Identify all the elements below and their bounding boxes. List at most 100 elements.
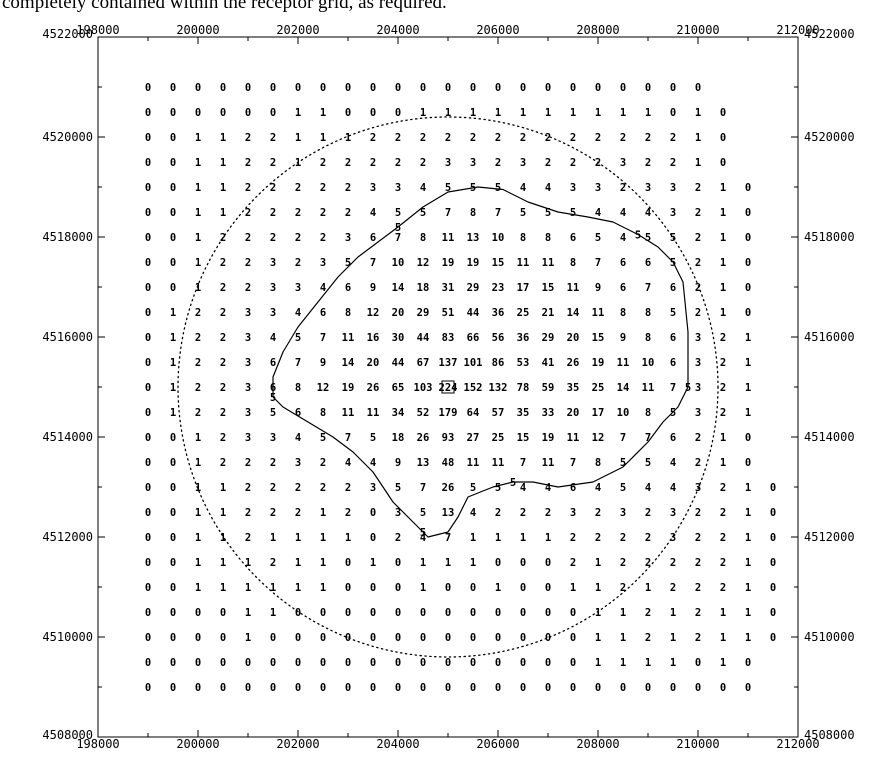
grid-value: 1 [445,557,451,569]
grid-value: 6 [670,357,676,369]
grid-value: 0 [545,82,551,94]
grid-value: 0 [220,607,226,619]
grid-value: 2 [495,507,501,519]
grid-value: 1 [295,532,301,544]
grid-value: 1 [620,607,626,619]
grid-value: 3 [695,407,701,419]
grid-value: 0 [170,582,176,594]
grid-value: 0 [145,507,151,519]
grid-value: 2 [345,182,351,194]
grid-value: 2 [695,532,701,544]
grid-value: 3 [395,507,401,519]
grid-value: 1 [370,557,376,569]
grid-value: 7 [595,257,601,269]
x-tick-label-top: 206000 [476,23,519,37]
grid-value: 3 [245,332,251,344]
grid-value: 4 [345,457,351,469]
y-tick-label-right: 4514000 [804,430,855,444]
grid-value: 0 [370,532,376,544]
grid-value: 3 [395,182,401,194]
grid-value: 1 [195,432,201,444]
grid-value: 1 [220,182,226,194]
grid-value: 0 [470,582,476,594]
grid-value: 14 [567,307,580,319]
grid-value: 7 [420,482,426,494]
grid-value: 1 [695,157,701,169]
grid-value: 0 [620,682,626,694]
grid-value: 0 [470,682,476,694]
radius-circle [177,116,719,658]
grid-value: 0 [770,482,776,494]
grid-value: 2 [720,357,726,369]
grid-value: 101 [464,357,483,369]
grid-value: 5 [420,207,426,219]
grid-value: 2 [320,482,326,494]
x-axis-ticks: 1980001980002000002000002020002020002040… [76,23,819,751]
grid-value: 11 [342,332,355,344]
grid-value: 13 [442,507,455,519]
grid-value: 2 [245,182,251,194]
grid-value: 59 [542,382,555,394]
grid-value: 1 [220,532,226,544]
grid-value: 33 [542,407,555,419]
grid-value: 7 [620,432,626,444]
grid-value: 0 [395,107,401,119]
grid-value: 2 [195,307,201,319]
grid-value: 25 [592,382,605,394]
grid-value: 0 [170,557,176,569]
grid-value: 6 [345,282,351,294]
grid-value: 3 [670,507,676,519]
grid-value: 0 [145,457,151,469]
grid-value: 18 [417,282,430,294]
grid-value: 1 [520,532,526,544]
grid-value: 0 [770,557,776,569]
grid-value: 36 [492,307,505,319]
grid-value: 0 [420,682,426,694]
grid-value: 1 [195,132,201,144]
grid-value: 14 [342,357,355,369]
grid-value: 2 [245,457,251,469]
grid-value: 1 [595,632,601,644]
grid-value: 17 [592,407,605,419]
grid-value: 0 [420,632,426,644]
grid-value: 1 [320,132,326,144]
grid-value: 0 [145,682,151,694]
grid-value: 1 [745,332,751,344]
x-tick-label-top: 202000 [276,23,319,37]
grid-value: 27 [467,432,480,444]
grid-value: 53 [517,357,530,369]
grid-value: 3 [270,257,276,269]
grid-value: 5 [645,457,651,469]
grid-value: 2 [570,132,576,144]
grid-value: 5 [395,482,401,494]
grid-value: 0 [445,607,451,619]
grid-value: 0 [370,682,376,694]
grid-value: 2 [595,132,601,144]
grid-value: 1 [595,582,601,594]
grid-value: 3 [695,382,701,394]
grid-value: 12 [592,432,605,444]
grid-value: 0 [145,307,151,319]
grid-value: 30 [392,332,405,344]
grid-value: 2 [570,532,576,544]
grid-value: 3 [595,182,601,194]
grid-value: 3 [370,182,376,194]
grid-value: 12 [417,257,430,269]
grid-value: 2 [245,157,251,169]
grid-value: 1 [595,107,601,119]
grid-value: 3 [670,207,676,219]
grid-value: 1 [520,107,526,119]
grid-value: 4 [670,457,676,469]
x-tick-label-bottom: 200000 [176,737,219,751]
grid-value: 4 [670,482,676,494]
grid-value: 0 [570,607,576,619]
grid-value: 3 [345,232,351,244]
grid-value: 1 [745,357,751,369]
grid-value: 3 [570,182,576,194]
grid-value: 0 [420,657,426,669]
grid-value: 1 [720,657,726,669]
grid-value: 0 [545,582,551,594]
grid-value: 7 [320,332,326,344]
